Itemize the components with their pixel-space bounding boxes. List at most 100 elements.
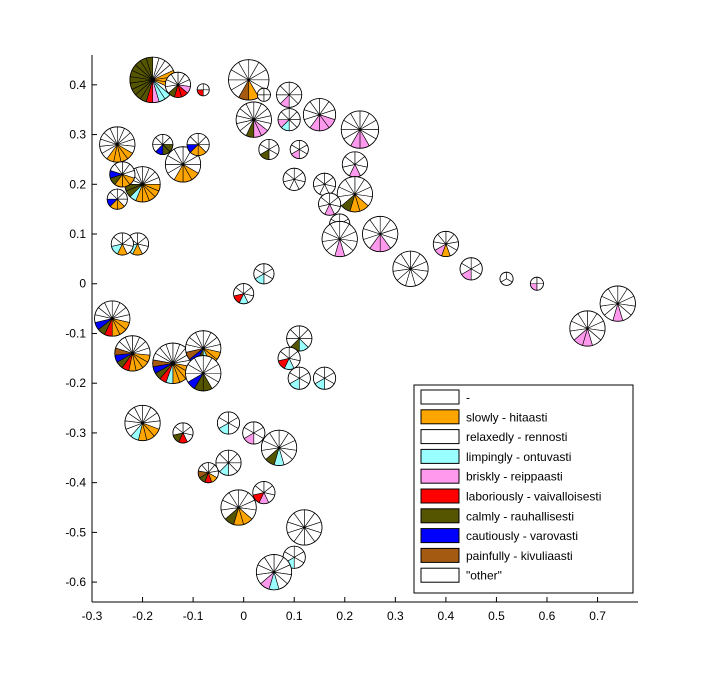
data-point (185, 355, 222, 392)
legend-swatch (420, 547, 460, 563)
point-outline (432, 230, 459, 258)
data-point (255, 554, 293, 591)
point-outline (233, 283, 255, 305)
legend-swatch (420, 409, 460, 425)
y-tick-label: -0.1 (65, 326, 86, 340)
point-outline (336, 176, 373, 213)
data-point (99, 126, 136, 163)
point-outline (529, 276, 544, 291)
data-point (289, 139, 309, 159)
point-outline (569, 310, 606, 347)
data-point (228, 59, 270, 101)
legend-swatch (420, 508, 460, 524)
legend-swatch (420, 389, 460, 405)
legend-label: painfully - kivuliaasti (466, 549, 573, 563)
point-outline (110, 232, 134, 256)
y-tick-label: 0.1 (69, 227, 86, 241)
point-outline (318, 192, 342, 216)
y-tick-label: 0 (79, 277, 86, 291)
x-tick-label: 0.6 (539, 609, 556, 623)
data-point (258, 138, 280, 160)
data-point (286, 509, 323, 546)
point-outline (186, 132, 210, 157)
point-outline (185, 355, 222, 392)
point-outline (114, 335, 151, 372)
point-outline (228, 59, 270, 101)
x-tick-label: 0.7 (589, 609, 606, 623)
data-point (318, 192, 342, 216)
x-tick-label: -0.2 (132, 609, 153, 623)
point-outline (260, 429, 298, 466)
data-point (124, 404, 161, 442)
y-tick-label: -0.5 (65, 525, 86, 539)
data-point (172, 422, 194, 444)
legend-label: cautiously - varovasti (466, 529, 578, 543)
point-outline (302, 98, 337, 132)
data-point (340, 110, 380, 149)
data-point (233, 283, 255, 305)
point-outline (282, 167, 306, 191)
x-tick-label: 0.5 (488, 609, 505, 623)
point-outline (106, 188, 128, 210)
point-outline (277, 346, 301, 370)
legend-swatch (420, 448, 460, 464)
data-point (392, 250, 429, 287)
points-layer (94, 56, 636, 591)
data-point (109, 161, 136, 188)
legend-label: limpingly - ontuvasti (466, 450, 571, 464)
data-point (114, 335, 151, 372)
point-outline (242, 421, 266, 445)
legend-label: briskly - reippaasti (466, 470, 563, 484)
data-point (313, 366, 337, 390)
point-outline (99, 126, 136, 163)
point-outline (235, 101, 272, 138)
data-point (286, 325, 313, 352)
point-outline (289, 139, 309, 159)
legend-label: slowly - hitaasti (466, 410, 547, 424)
legend-label: calmly - rauhallisesti (466, 509, 574, 523)
point-outline (124, 404, 161, 442)
y-tick-label: -0.2 (65, 376, 86, 390)
data-point (197, 462, 219, 484)
y-tick-label: -0.3 (65, 426, 86, 440)
x-tick-label: 0.2 (336, 609, 353, 623)
point-outline (599, 285, 636, 322)
data-point (287, 366, 311, 390)
y-tick-label: 0.3 (69, 128, 86, 142)
data-point (282, 167, 306, 191)
point-outline (321, 220, 358, 258)
x-tick-label: 0.1 (286, 609, 303, 623)
data-point (110, 232, 134, 256)
data-point (216, 411, 241, 435)
data-point (277, 108, 301, 132)
data-point (277, 346, 301, 370)
data-point (260, 429, 298, 466)
point-outline (220, 489, 257, 526)
legend-swatch (420, 468, 460, 484)
data-point (252, 481, 276, 505)
legend-swatch (420, 488, 460, 504)
point-outline (164, 71, 191, 98)
legend-swatch (420, 567, 460, 583)
x-tick-label: -0.1 (183, 609, 204, 623)
point-outline (459, 257, 483, 281)
legend-label: "other" (466, 569, 502, 583)
point-outline (164, 146, 202, 183)
data-point (321, 220, 358, 258)
data-point (499, 271, 514, 286)
point-outline (255, 554, 293, 591)
legend-swatch (420, 429, 460, 445)
point-outline (216, 411, 241, 435)
data-point (215, 449, 242, 476)
data-point (196, 83, 210, 97)
data-point (313, 172, 337, 196)
data-point (432, 230, 459, 258)
point-outline (286, 325, 313, 352)
legend-label: laboriously - vaivalloisesti (466, 490, 601, 504)
data-point (235, 101, 272, 138)
y-tick-label: -0.6 (65, 575, 86, 589)
legend-label: relaxedly - rennosti (466, 430, 567, 444)
point-outline (499, 271, 514, 286)
y-tick-label: 0.4 (69, 78, 86, 92)
